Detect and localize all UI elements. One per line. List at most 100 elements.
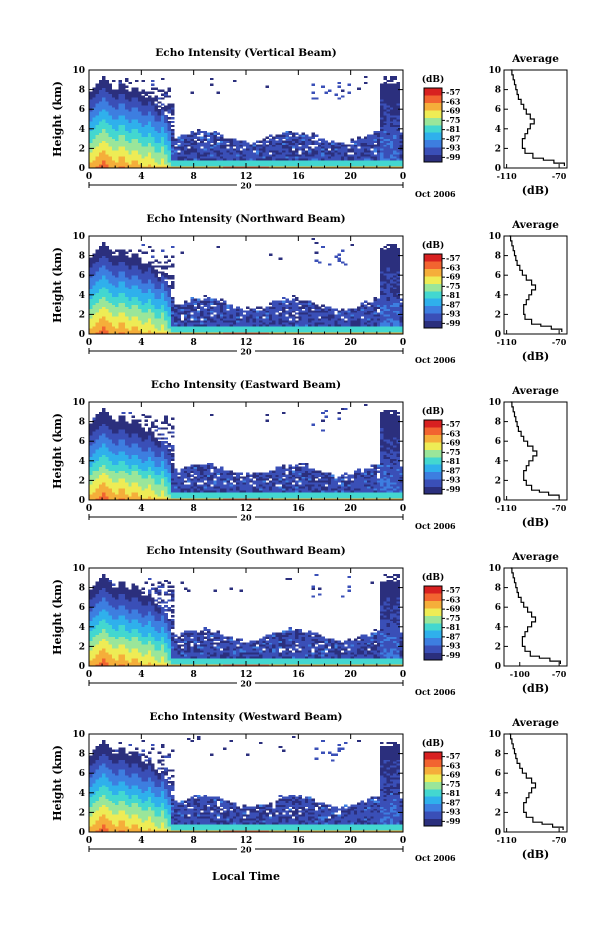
heatmap-cell: [396, 166, 401, 169]
heatmap-cell: [367, 162, 371, 165]
heatmap-cell: [389, 158, 394, 161]
heatmap-cell: [219, 144, 224, 147]
heatmap-cell: [291, 304, 296, 307]
heatmap-cell: [393, 306, 397, 309]
heatmap-cell: [196, 322, 201, 325]
heatmap-cell: [314, 134, 319, 137]
heatmap-cell: [105, 294, 109, 298]
heatmap-cell: [174, 304, 178, 307]
heatmap-cell: [95, 298, 100, 301]
heatmap-cell: [128, 130, 132, 134]
heatmap-cell: [187, 332, 191, 335]
heatmap-cell: [105, 249, 109, 252]
heatmap-cell: [164, 255, 168, 258]
heatmap-cell: [278, 312, 283, 315]
heatmap-cell: [370, 142, 374, 145]
heatmap-cell: [134, 134, 139, 137]
heatmap-cell: [393, 265, 397, 268]
heatmap-cell: [98, 154, 103, 157]
heatmap-cell: [102, 247, 106, 251]
heatmap-cell: [281, 152, 286, 155]
heatmap-cell: [138, 316, 142, 319]
heatmap-cell: [272, 142, 276, 145]
heatmap-cell: [265, 160, 270, 163]
heatmap-cell: [183, 300, 188, 303]
heatmap-cell: [363, 318, 368, 321]
heatmap-cell: [98, 245, 103, 249]
heatmap-cell: [160, 150, 165, 153]
heatmap-cell: [246, 154, 250, 157]
heatmap-cell: [89, 91, 93, 94]
heatmap-cell: [180, 312, 185, 315]
heatmap-cell: [118, 304, 123, 307]
heatmap-cell: [92, 269, 96, 272]
heatmap-cell: [108, 312, 113, 315]
heatmap-cell: [389, 265, 394, 268]
heatmap-cell: [147, 326, 152, 329]
heatmap-cell: [183, 140, 188, 143]
heatmap-cell: [170, 326, 175, 329]
heatmap-cell: [92, 328, 96, 331]
heatmap-cell: [92, 95, 96, 98]
heatmap-cell: [128, 115, 132, 118]
heatmap-cell: [167, 134, 172, 137]
heatmap-cell: [131, 158, 136, 161]
heatmap-cell: [98, 120, 103, 124]
heatmap-cell: [304, 326, 309, 329]
heatmap-cell: [295, 140, 299, 143]
heatmap-cell: [89, 269, 93, 272]
heatmap-cell: [386, 101, 391, 104]
heatmap-cell: [105, 261, 109, 264]
heatmap-cell: [219, 328, 224, 331]
heatmap-cell: [134, 261, 139, 264]
heatmap-cell: [242, 152, 247, 155]
heatmap-cell: [376, 144, 381, 147]
heatmap-cell: [144, 288, 149, 292]
heatmap-cell: [389, 304, 394, 307]
heatmap-cell: [115, 314, 119, 317]
heatmap-cell: [229, 324, 234, 327]
heatmap-cell: [89, 310, 93, 313]
heatmap-cell: [350, 332, 355, 335]
heatmap-cell: [102, 241, 106, 245]
heatmap-cell: [167, 306, 172, 309]
heatmap-cell: [115, 285, 119, 288]
heatmap-cell: [154, 302, 158, 305]
heatmap-cell: [314, 154, 319, 157]
heatmap-cell: [380, 265, 384, 268]
colorbar-swatch: [424, 139, 442, 148]
heatmap-cell: [138, 324, 142, 327]
heatmap-cell: [147, 306, 152, 309]
heatmap-cell: [308, 318, 312, 321]
heatmap-cell: [183, 160, 188, 163]
heatmap-cell: [367, 310, 371, 313]
heatmap-cell: [242, 326, 247, 329]
heatmap-cell: [164, 124, 168, 128]
heatmap-cell: [226, 166, 230, 169]
heatmap-cell: [278, 146, 283, 149]
heatmap-cell: [134, 330, 139, 333]
heatmap-cell: [105, 85, 109, 88]
heatmap-cell: [95, 468, 100, 471]
heatmap-cell: [167, 142, 172, 145]
heatmap-cell: [386, 91, 391, 94]
heatmap-cell: [121, 310, 126, 313]
heatmap-cell: [203, 162, 208, 165]
heatmap-cell: [389, 134, 394, 137]
heatmap-cell: [144, 111, 149, 114]
heatmap-cell: [229, 152, 234, 155]
heatmap-cell: [167, 136, 172, 139]
heatmap-cell: [118, 89, 123, 92]
heatmap-cell: [128, 328, 132, 331]
heatmap-cell: [259, 144, 263, 147]
heatmap-cell: [180, 160, 185, 163]
heatmap-cell: [376, 138, 381, 141]
heatmap-cell: [301, 136, 306, 139]
heatmap-cell: [383, 75, 387, 79]
heatmap-cell: [239, 158, 244, 161]
heatmap-cell: [157, 117, 162, 120]
heatmap-cell: [389, 140, 394, 143]
heatmap-cell: [180, 142, 185, 145]
heatmap-cell: [389, 120, 394, 124]
heatmap-cell: [89, 150, 93, 153]
